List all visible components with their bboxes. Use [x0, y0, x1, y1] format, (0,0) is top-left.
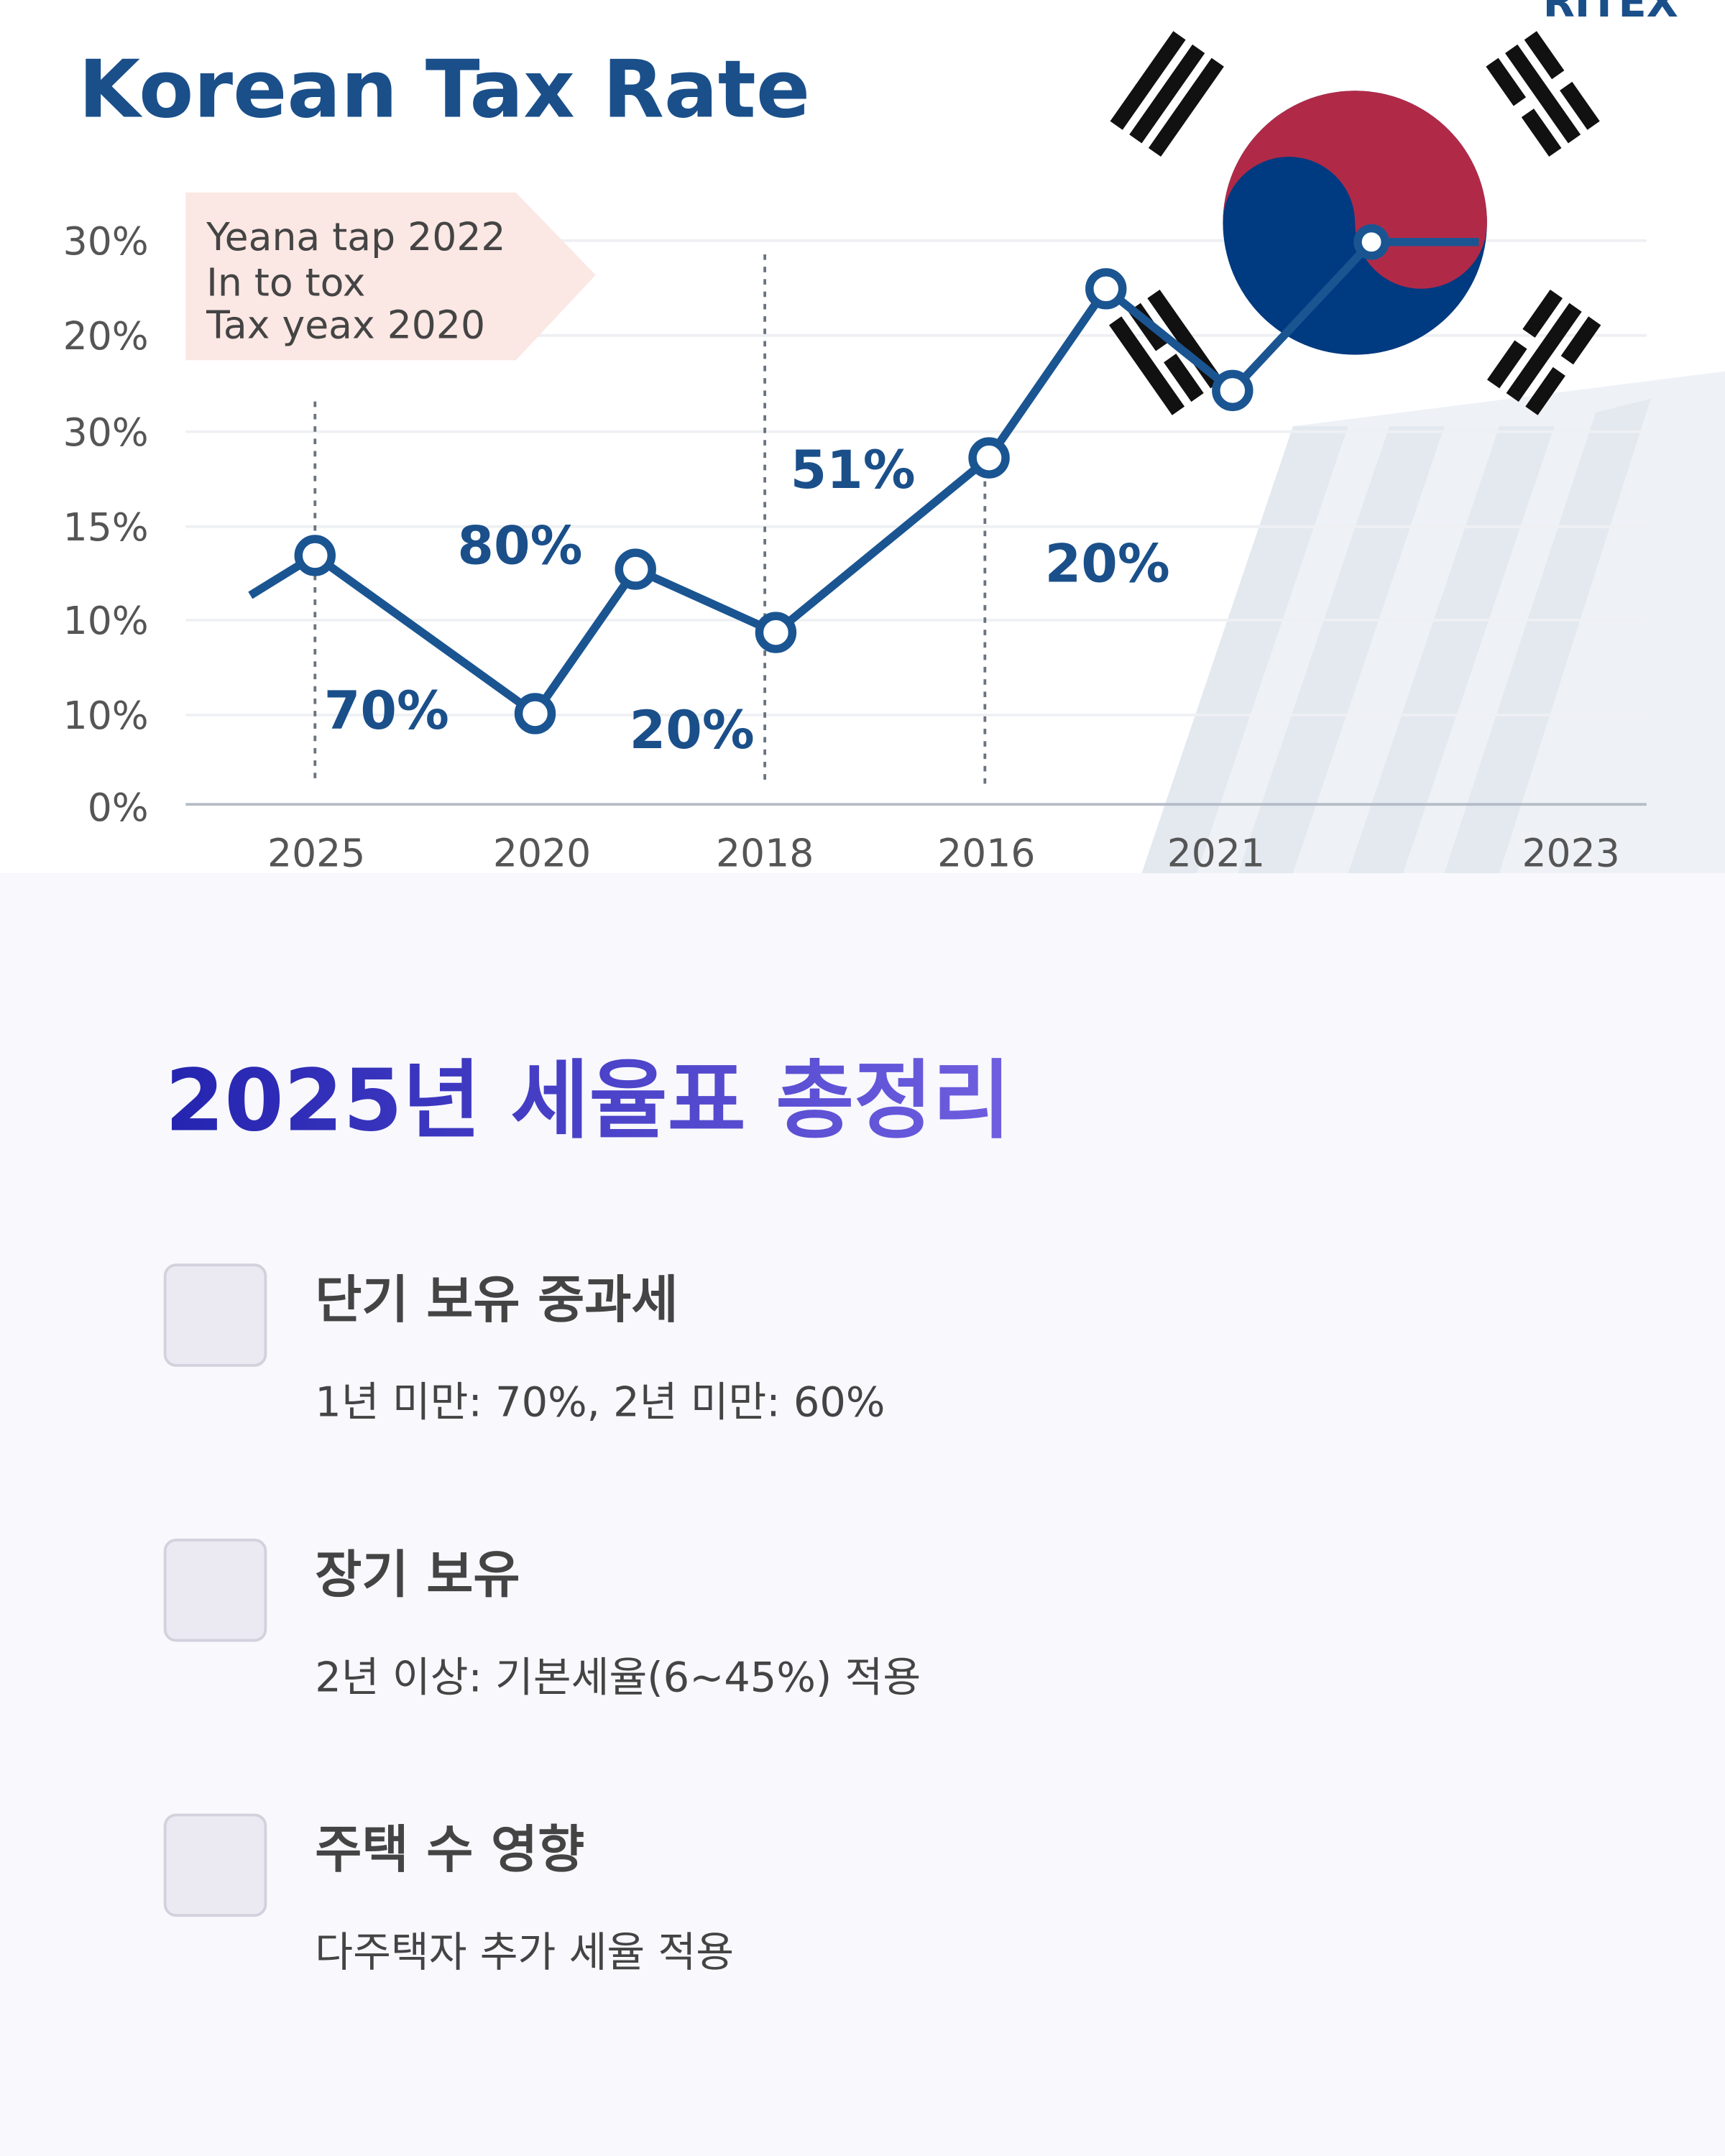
item-icon	[163, 1813, 267, 1917]
point	[755, 612, 797, 653]
item-icon	[163, 1263, 267, 1367]
y-label: 30%	[63, 410, 149, 455]
item-title: 단기 보유 중과세	[315, 1270, 678, 1330]
logo: RITEX	[1543, 0, 1678, 27]
point	[615, 548, 656, 590]
trigram	[1110, 31, 1224, 157]
point-label: 80%	[457, 516, 582, 576]
x-label: 2020	[493, 830, 591, 875]
trigram	[1486, 31, 1600, 157]
callout-text: Yeana tap 2022	[206, 214, 505, 259]
y-label: 10%	[63, 693, 149, 738]
item-list: 단기 보유 중과세 1년 미만: 70%, 2년 미만: 60% 장기 보유 2년 이…	[163, 1263, 921, 1976]
flag	[1108, 31, 1601, 415]
stripe	[1141, 426, 1348, 873]
point-label: 20%	[1045, 534, 1170, 594]
points	[294, 224, 1390, 734]
x-label: 2021	[1167, 830, 1265, 875]
item-desc: 다주택자 추가 세율 적용	[315, 1928, 734, 1976]
point-label: 70%	[324, 681, 449, 742]
callout-text: Tax yeax 2020	[206, 303, 485, 348]
point-label: 20%	[630, 701, 755, 761]
stripe	[1348, 426, 1555, 873]
point-label: 51%	[791, 441, 916, 501]
item-title: 장기 보유	[315, 1545, 520, 1605]
section-title: 2025년 세율표 총정리	[165, 1051, 1011, 1151]
item-desc: 2년 이상: 기본세율(6~45%) 적용	[315, 1653, 921, 1701]
x-label: 2016	[937, 830, 1035, 875]
y-label: 0%	[88, 785, 149, 830]
x-label: 2023	[1522, 830, 1619, 875]
dashed-markers	[313, 254, 987, 784]
chart-image: 30% 20% 30% 15% 10% 10% 0% 2025 2020 2018 2016 2021…	[0, 0, 1725, 875]
trigram	[1486, 289, 1601, 415]
stripe	[1444, 398, 1651, 873]
point	[294, 535, 336, 576]
item-icon	[163, 1538, 267, 1642]
y-label: 10%	[63, 598, 149, 643]
chart-title: Korean Tax Rate	[78, 44, 810, 137]
callout-text: In to tox	[206, 259, 365, 305]
item-desc: 1년 미만: 70%, 2년 미만: 60%	[315, 1378, 885, 1427]
stripe	[1238, 426, 1445, 873]
y-label: 20%	[63, 313, 149, 359]
callout-box	[185, 192, 596, 361]
item-title: 주택 수 영향	[315, 1820, 584, 1879]
y-label: 30%	[63, 218, 149, 264]
trend-line	[248, 237, 1479, 718]
y-label: 15%	[63, 505, 149, 550]
point	[968, 437, 1010, 479]
point	[1212, 369, 1254, 412]
point	[514, 693, 556, 734]
x-label: 2025	[267, 830, 365, 875]
point	[1085, 268, 1127, 310]
point	[1353, 224, 1390, 260]
x-label: 2018	[716, 830, 814, 875]
